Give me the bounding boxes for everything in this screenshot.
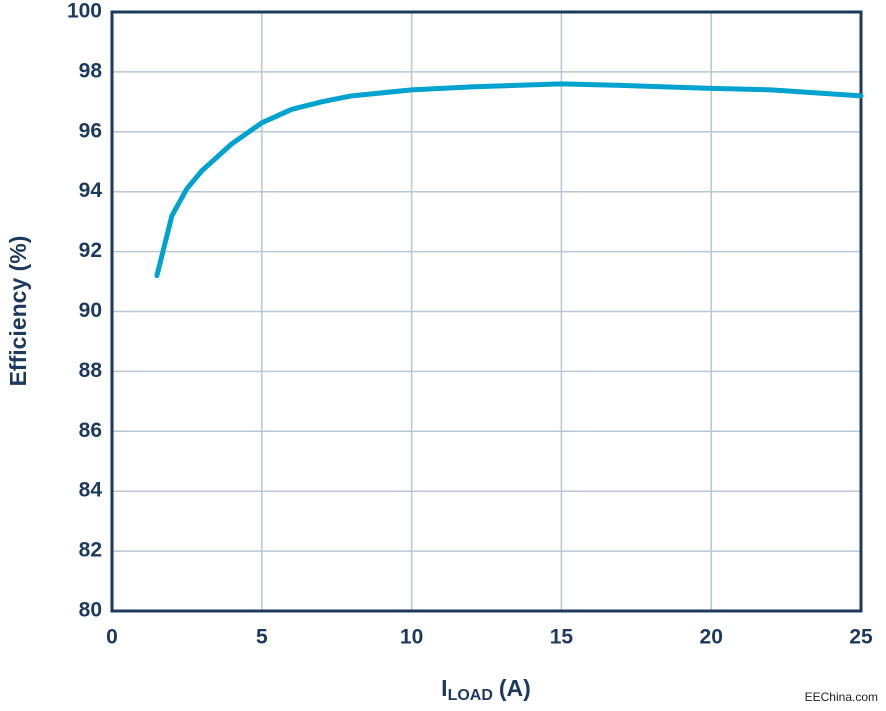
x-tick-label: 10 bbox=[400, 626, 423, 649]
y-tick-label: 92 bbox=[79, 239, 102, 262]
x-axis-title-unit: (A) bbox=[499, 675, 531, 701]
plot-frame bbox=[110, 10, 863, 613]
y-tick-label: 86 bbox=[79, 419, 102, 442]
y-tick-label: 88 bbox=[79, 359, 103, 382]
y-tick-label: 80 bbox=[79, 599, 102, 622]
x-axis-title-sub: LOAD bbox=[448, 687, 493, 704]
y-tick-label: 94 bbox=[79, 179, 103, 202]
x-tick-label: 20 bbox=[700, 626, 723, 649]
y-tick-label: 90 bbox=[79, 299, 102, 322]
x-tick-label: 25 bbox=[849, 626, 873, 649]
x-tick-label: 5 bbox=[256, 626, 268, 649]
x-tick-label: 15 bbox=[550, 626, 574, 649]
y-tick-label: 84 bbox=[79, 479, 103, 502]
x-tick-label: 0 bbox=[106, 626, 118, 649]
y-tick-label: 100 bbox=[67, 0, 102, 23]
x-axis-title: ILOAD (A) bbox=[441, 675, 531, 704]
y-tick-label: 98 bbox=[79, 59, 103, 82]
watermark: EEChina.com bbox=[805, 690, 878, 704]
data-line bbox=[154, 81, 864, 279]
y-axis-title: Efficiency (%) bbox=[5, 236, 31, 387]
x-axis-title-main: I bbox=[441, 675, 447, 701]
y-tick-label: 82 bbox=[79, 539, 102, 562]
y-tick-label: 96 bbox=[79, 119, 102, 142]
